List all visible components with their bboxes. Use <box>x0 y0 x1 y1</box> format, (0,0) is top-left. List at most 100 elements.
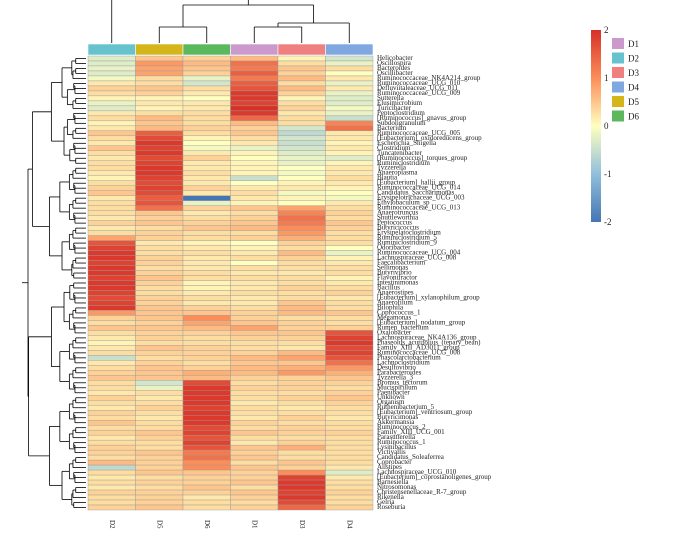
heatmap-cell <box>230 115 279 122</box>
heatmap-cell <box>230 424 279 431</box>
heatmap-cell <box>277 400 326 406</box>
heatmap-cell <box>135 365 184 371</box>
heatmap-cell <box>277 449 326 456</box>
heatmap-cell <box>182 310 231 316</box>
heatmap-cell <box>87 135 136 142</box>
heatmap-cell <box>135 295 184 301</box>
heatmap-cell <box>182 205 231 211</box>
heatmap-cell <box>325 454 374 461</box>
heatmap-cell <box>325 115 374 122</box>
heatmap-cell <box>277 350 326 356</box>
heatmap-cell <box>325 175 374 181</box>
heatmap-cell <box>135 55 184 62</box>
heatmap-cell <box>325 200 374 206</box>
heatmap-cell <box>182 270 231 276</box>
heatmap-cell <box>87 325 136 331</box>
heatmap-cell <box>325 180 374 186</box>
heatmap-cell <box>182 489 231 496</box>
heatmap-cell <box>87 55 136 62</box>
row-label: Christensenellaceae_R-7_group <box>377 488 467 496</box>
heatmap-cell <box>230 429 279 436</box>
heatmap-cell <box>182 145 231 151</box>
heatmap-cell <box>182 375 231 381</box>
legend-label: D5 <box>628 97 639 107</box>
heatmap-cell <box>182 235 231 241</box>
heatmap-cell <box>182 415 231 421</box>
heatmap-cell <box>277 360 326 366</box>
heatmap-cell <box>277 190 326 196</box>
heatmap-cell <box>325 504 374 511</box>
row-label: Ruminiclostridium_9 <box>377 239 437 247</box>
heatmap-cell <box>87 335 136 341</box>
heatmap-cell <box>182 125 231 132</box>
heatmap-cell <box>135 135 184 142</box>
heatmap-cell <box>87 469 136 476</box>
heatmap-cell <box>325 260 374 266</box>
heatmap-cell <box>230 434 279 441</box>
heatmap-cell <box>325 270 374 276</box>
row-label: Sellimonas <box>377 264 408 272</box>
heatmap-cell <box>325 370 374 376</box>
heatmap-cell <box>277 395 326 401</box>
heatmap-cell <box>325 439 374 446</box>
heatmap-cell <box>230 479 279 486</box>
heatmap-cell <box>135 215 184 221</box>
heatmap-cell <box>325 474 374 481</box>
heatmap-cell <box>277 305 326 311</box>
heatmap-cell <box>277 180 326 186</box>
heatmap-cell <box>277 85 326 92</box>
heatmap-cell <box>87 160 136 166</box>
group-bar-cell <box>87 43 136 56</box>
heatmap-cell <box>182 215 231 221</box>
heatmap-cell <box>135 120 184 127</box>
row-label: Gelria <box>377 498 395 506</box>
heatmap-cell <box>230 160 279 166</box>
heatmap-cell <box>135 464 184 471</box>
column-label: D3 <box>298 520 306 529</box>
colorbar-tick-label: 2 <box>604 25 609 35</box>
colorbar-tick-label: 1 <box>604 73 609 83</box>
heatmap-cell <box>182 405 231 411</box>
heatmap-cell <box>325 190 374 196</box>
heatmap-cell <box>277 459 326 466</box>
heatmap-cell <box>325 434 374 441</box>
heatmap-cell <box>230 60 279 67</box>
heatmap-cell <box>230 395 279 401</box>
heatmap-cell <box>135 250 184 256</box>
heatmap-cell <box>135 474 184 481</box>
heatmap-cell <box>182 325 231 331</box>
row-label: Lysinibacillus <box>377 443 417 451</box>
heatmap-cell <box>135 419 184 426</box>
row-label: Phascolarctobacterium <box>377 353 441 361</box>
column-label: D1 <box>251 520 259 529</box>
heatmap-cell <box>277 145 326 151</box>
heatmap-cell <box>135 75 184 82</box>
row-dendrogram <box>22 58 86 508</box>
row-label: [Eubacterium]_coprostanoligenes_group <box>377 473 492 481</box>
heatmap-cell <box>87 200 136 206</box>
heatmap-cell <box>87 370 136 376</box>
heatmap-cell <box>87 330 136 336</box>
heatmap-cell <box>230 419 279 426</box>
heatmap-cell <box>230 489 279 496</box>
heatmap-cell <box>325 285 374 291</box>
heatmap-cell <box>325 424 374 431</box>
heatmap-cell <box>87 245 136 251</box>
heatmap-cell <box>230 449 279 456</box>
heatmap-cell <box>277 95 326 102</box>
heatmap-cell <box>325 80 374 87</box>
heatmap-cell <box>277 55 326 62</box>
heatmap-cell <box>182 250 231 256</box>
heatmap-cell <box>182 434 231 441</box>
heatmap-cell <box>182 355 231 361</box>
heatmap-cell <box>277 405 326 411</box>
heatmap-cell <box>230 380 279 386</box>
heatmap-cell <box>325 235 374 241</box>
heatmap-cell <box>87 285 136 291</box>
heatmap-cell <box>325 145 374 151</box>
heatmap-cell <box>230 325 279 331</box>
heatmap-cell <box>277 255 326 261</box>
heatmap-cell <box>325 255 374 261</box>
row-label: [Eubacterium]_oxidoreducens_group <box>377 134 482 142</box>
heatmap-cell <box>135 350 184 356</box>
